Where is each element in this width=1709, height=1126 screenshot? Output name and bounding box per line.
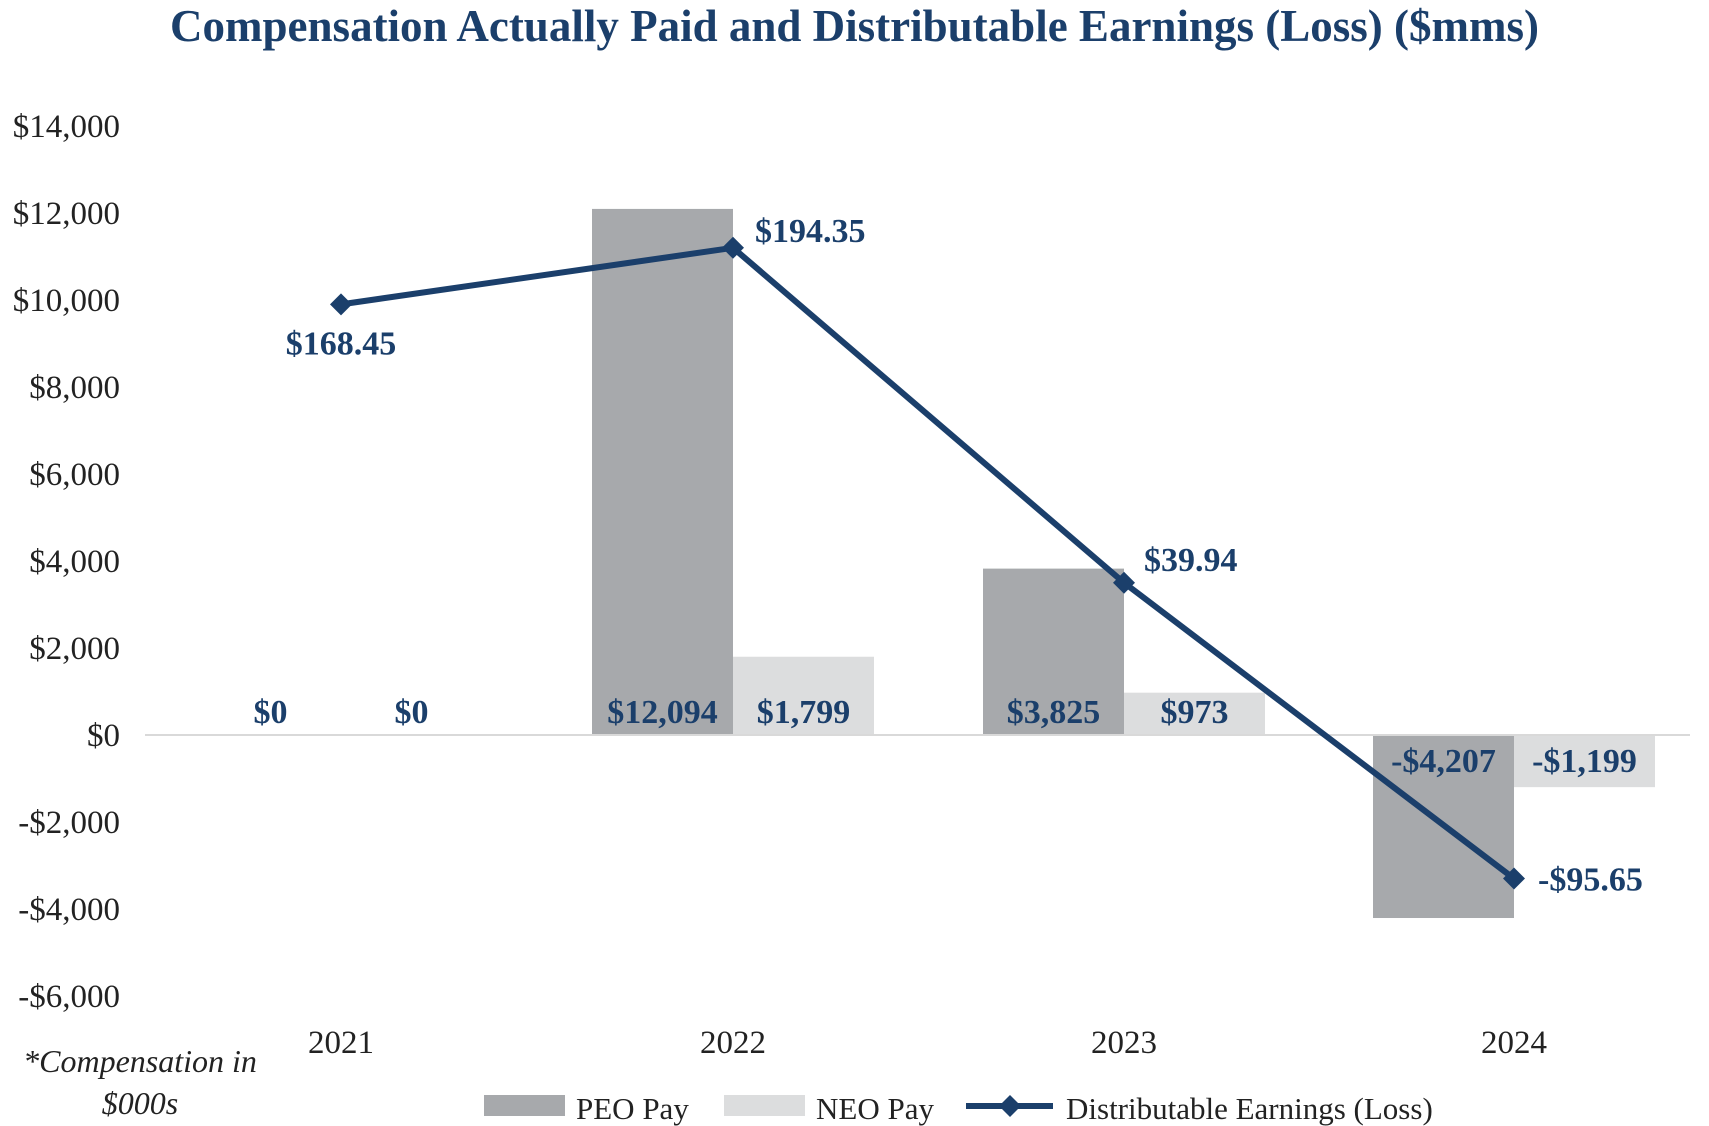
x-tick-label: 2023 [1091, 1025, 1157, 1061]
line-point-marker [1113, 571, 1135, 594]
y-tick-label: $12,000 [13, 196, 120, 232]
neo-bar-label: $973 [1161, 694, 1229, 731]
legend: PEO Pay NEO Pay Distributable Earnings (Lo… [484, 1091, 1433, 1126]
legend-swatch-neo [724, 1095, 805, 1116]
y-tick-label: $14,000 [13, 109, 120, 145]
neo-bar-label: $0 [395, 694, 429, 731]
x-tick-label: 2024 [1481, 1025, 1547, 1061]
footnote: *Compensation in $000s [0, 1040, 280, 1124]
peo-bar [983, 568, 1124, 735]
legend-label-peo: PEO Pay [576, 1091, 689, 1126]
line-point-label: $168.45 [286, 325, 397, 362]
chart-title: Compensation Actually Paid and Distribut… [170, 1, 1539, 51]
neo-bar [733, 656, 874, 735]
peo-bar-label: -$4,207 [1391, 743, 1496, 780]
peo-bar-label: $3,825 [1007, 694, 1101, 731]
line-point-label: -$95.65 [1538, 862, 1643, 899]
y-tick-label: $10,000 [13, 283, 120, 319]
distributable-earnings-line [340, 244, 1516, 881]
peo-bar-label: $12,094 [607, 694, 718, 731]
peo-bar [592, 208, 733, 735]
footnote-line-2: $000s [101, 1085, 179, 1121]
neo-bar [1124, 692, 1265, 735]
x-axis: 2021 2022 2023 2024 [308, 1025, 1547, 1061]
y-tick-label: -$6,000 [18, 979, 120, 1015]
y-tick-label: -$2,000 [18, 805, 120, 841]
x-tick-label: 2022 [700, 1025, 766, 1061]
neo-bar-label: $1,799 [757, 694, 851, 731]
y-tick-label: $2,000 [29, 631, 120, 667]
bar-labels: $0 $0 $12,094 $1,799 $3,825 $973 -$4,207 -$1,19… [254, 694, 1637, 780]
line-point-label: $39.94 [1144, 542, 1238, 579]
y-tick-label: $0 [87, 718, 120, 754]
peo-bar-label: $0 [254, 694, 288, 731]
neo-bar [1514, 735, 1655, 788]
line-series [330, 236, 1525, 890]
neo-bar-label: -$1,199 [1532, 743, 1637, 780]
legend-label-neo: NEO Pay [816, 1091, 934, 1126]
line-point-marker [1503, 867, 1525, 890]
line-point-marker [722, 236, 744, 259]
y-tick-label: $6,000 [29, 457, 120, 493]
y-tick-label: $8,000 [29, 370, 120, 406]
legend-label-line: Distributable Earnings (Loss) [1066, 1091, 1433, 1126]
y-axis: $14,000 $12,000 $10,000 $8,000 $6,000 $4,000 $… [13, 109, 120, 1015]
line-point-marker [330, 293, 352, 316]
y-tick-label: $4,000 [29, 544, 120, 580]
legend-diamond-icon [999, 1095, 1021, 1117]
footnote-line-1: *Compensation in [23, 1043, 257, 1079]
x-tick-label: 2021 [308, 1025, 374, 1061]
point-labels: $168.45 $194.35 $39.94 -$95.65 [286, 213, 1643, 899]
line-point-label: $194.35 [755, 213, 866, 250]
legend-swatch-peo [484, 1095, 565, 1116]
y-tick-label: -$4,000 [18, 892, 120, 928]
bars [200, 208, 1655, 919]
